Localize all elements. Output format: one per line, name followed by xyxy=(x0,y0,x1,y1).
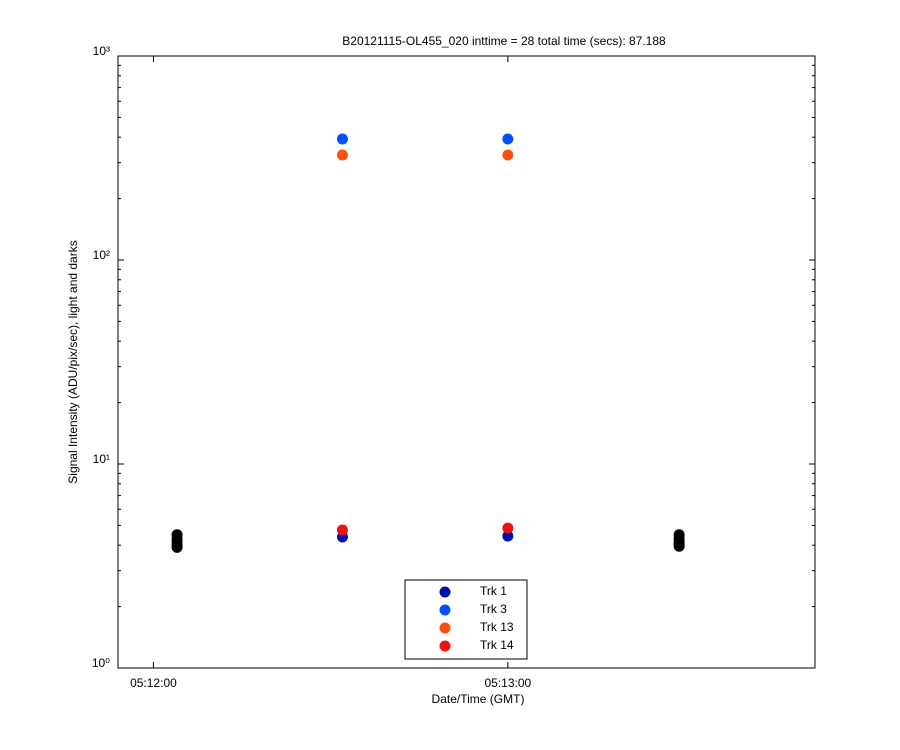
legend-label: Trk 14 xyxy=(480,638,514,652)
legend-marker xyxy=(439,586,451,598)
y-tick-label: 10³ xyxy=(93,44,110,58)
plot-frame xyxy=(117,55,816,669)
x-axis-label: Date/Time (GMT) xyxy=(432,692,525,706)
y-tick-label: 10¹ xyxy=(93,452,110,466)
data-point xyxy=(336,149,348,161)
legend-marker xyxy=(439,604,451,616)
y-axis-label: Signal Intensity (ADU/pix/sec), light an… xyxy=(66,240,80,483)
legend-box xyxy=(404,579,528,660)
data-point xyxy=(502,530,514,542)
x-tick-label: 05:13:00 xyxy=(484,676,531,690)
legend-label: Trk 3 xyxy=(480,602,507,616)
data-point xyxy=(171,541,183,553)
data-point xyxy=(502,522,514,534)
legend-marker xyxy=(439,622,451,634)
y-tick-label: 10⁰ xyxy=(92,656,110,670)
data-point xyxy=(502,133,514,145)
data-point xyxy=(502,149,514,161)
legend-marker xyxy=(439,640,451,652)
y-tick-label: 10² xyxy=(93,248,110,262)
data-point xyxy=(336,524,348,536)
legend-label: Trk 13 xyxy=(480,620,514,634)
data-point xyxy=(673,540,685,552)
x-tick-label: 05:12:00 xyxy=(130,676,177,690)
data-point xyxy=(336,133,348,145)
chart-title: B20121115-OL455_020 inttime = 28 total t… xyxy=(342,34,666,48)
legend-label: Trk 1 xyxy=(480,584,507,598)
